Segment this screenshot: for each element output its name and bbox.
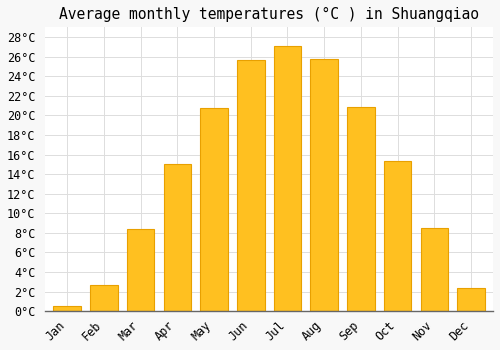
Bar <box>420 228 448 311</box>
Bar <box>90 285 118 311</box>
Bar <box>310 58 338 311</box>
Bar <box>458 288 485 311</box>
Bar <box>384 161 411 311</box>
Bar <box>347 106 374 311</box>
Bar <box>54 306 81 311</box>
Bar <box>127 229 154 311</box>
Bar <box>200 107 228 311</box>
Bar <box>237 60 264 311</box>
Bar <box>164 164 191 311</box>
Bar <box>274 46 301 311</box>
Title: Average monthly temperatures (°C ) in Shuangqiao: Average monthly temperatures (°C ) in Sh… <box>59 7 479 22</box>
